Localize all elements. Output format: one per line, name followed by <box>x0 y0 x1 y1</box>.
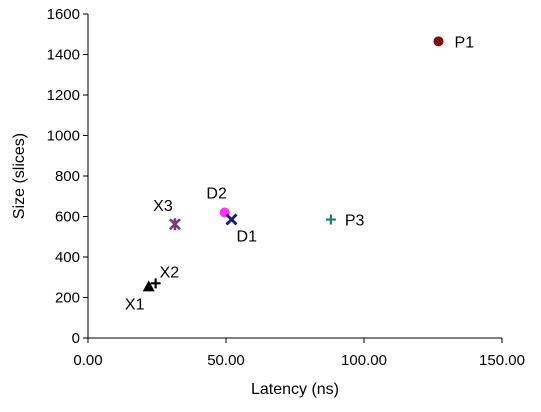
y-axis-ticks: 0 200 400 600 800 1000 1200 1400 1600 <box>47 6 88 347</box>
data-point-d1 <box>225 213 238 226</box>
point-label-p3: P3 <box>345 213 365 230</box>
data-point-p3 <box>325 214 336 225</box>
y-tick-label: 1400 <box>47 47 80 64</box>
y-tick-label: 400 <box>55 249 80 266</box>
point-label-x3: X3 <box>153 198 173 215</box>
x-axis-title: Latency (ns) <box>251 381 339 398</box>
x-tick-label: 0.00 <box>73 352 102 369</box>
point-label-d1: D1 <box>237 229 258 246</box>
point-label-d2: D2 <box>206 185 227 202</box>
data-point-x3 <box>169 218 181 231</box>
y-tick-label: 0 <box>72 330 80 347</box>
x-tick-label: 50.00 <box>207 352 245 369</box>
y-axis-title: Size (slices) <box>11 133 28 219</box>
data-points: P1 P3 D2 D1 X3 X2 X1 <box>125 34 474 313</box>
x-tick-label: 150.00 <box>479 352 525 369</box>
point-label-p1: P1 <box>455 34 475 51</box>
y-tick-label: 600 <box>55 209 80 226</box>
x-tick-label: 100.00 <box>341 352 387 369</box>
y-tick-label: 1600 <box>47 6 80 23</box>
data-point-x2 <box>150 278 161 289</box>
y-tick-label: 1000 <box>47 128 80 145</box>
x-axis-ticks: 0.00 50.00 100.00 150.00 <box>73 338 525 369</box>
y-tick-label: 1200 <box>47 87 80 104</box>
point-label-x2: X2 <box>160 264 180 281</box>
y-tick-label: 800 <box>55 168 80 185</box>
data-point-p1 <box>433 36 444 47</box>
point-label-x1: X1 <box>125 296 145 313</box>
data-point-x1 <box>142 280 155 292</box>
y-tick-label: 200 <box>55 290 80 307</box>
